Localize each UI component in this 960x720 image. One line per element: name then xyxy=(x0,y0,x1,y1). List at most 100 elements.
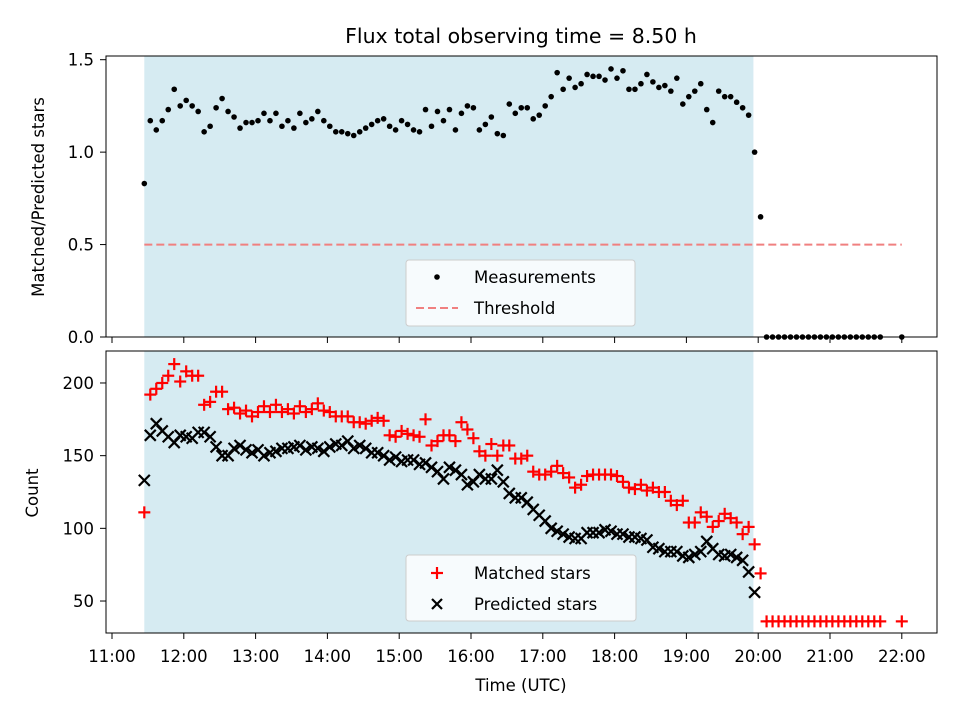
matched-star-point xyxy=(192,369,205,382)
predicted-star-point xyxy=(730,551,743,564)
measurement-point xyxy=(189,103,195,109)
measurement-point xyxy=(644,71,650,78)
measurement-point xyxy=(524,104,531,111)
matched-star-point xyxy=(730,516,743,529)
bottom-legend: Matched stars Predicted stars xyxy=(405,554,637,622)
top-y-tick-label: 1.5 xyxy=(68,51,94,70)
measurement-point xyxy=(464,103,471,109)
predicted-star-point xyxy=(359,442,372,455)
measurement-point xyxy=(626,86,632,93)
measurement-point xyxy=(243,119,249,126)
measurement-point xyxy=(506,101,513,107)
measurement-point xyxy=(590,73,596,80)
x-tick-label: 14:00 xyxy=(304,647,352,666)
measurement-point xyxy=(548,93,554,100)
measurement-point xyxy=(159,117,166,124)
predicted-star-point xyxy=(197,426,211,439)
measurement-point xyxy=(225,108,231,115)
measurement-point xyxy=(703,106,710,113)
bottom-y-axis: 50 100 150 200 xyxy=(63,374,106,611)
measurement-point xyxy=(733,99,740,106)
predicted-star-point xyxy=(419,456,432,470)
legend-threshold-label: Threshold xyxy=(473,299,555,318)
measurement-point xyxy=(428,123,435,130)
bottom-y-tick-label: 200 xyxy=(63,374,95,393)
measurement-point xyxy=(685,93,692,100)
predicted-star-point xyxy=(389,450,402,464)
predicted-star-point xyxy=(269,445,283,458)
measurement-point xyxy=(518,104,525,111)
predicted-star-point xyxy=(209,440,223,454)
measurement-point xyxy=(249,119,255,126)
matched-star-point xyxy=(748,538,761,551)
matched-star-point xyxy=(616,475,629,488)
top-legend-box xyxy=(405,259,636,327)
bottom-plot-frame xyxy=(105,350,938,634)
predicted-star-point xyxy=(144,429,157,442)
matched-star-point xyxy=(138,506,151,519)
matched-star-point xyxy=(216,385,229,398)
measurement-point xyxy=(279,123,285,130)
x-tick-label: 20:00 xyxy=(734,647,782,666)
measurement-point xyxy=(542,103,548,109)
matched-star-point xyxy=(168,358,181,371)
measurement-point xyxy=(554,69,560,76)
legend-measurement-marker xyxy=(434,274,440,280)
predicted-star-point xyxy=(227,442,241,455)
top-y-tick-label: 0.5 xyxy=(68,236,94,255)
measurement-point xyxy=(620,67,626,74)
predicted-star-point xyxy=(550,524,564,538)
measurement-point xyxy=(326,123,333,130)
legend-predicted-label: Predicted stars xyxy=(474,595,597,614)
measurement-point xyxy=(751,149,758,155)
legend-predicted-marker xyxy=(431,598,443,610)
predicted-star-point xyxy=(748,586,761,599)
measurement-point xyxy=(153,127,160,133)
measurement-point xyxy=(602,77,608,83)
measurement-point xyxy=(195,108,201,115)
top-y-axis-label: Matched/Predicted stars xyxy=(29,97,48,297)
measurement-point xyxy=(165,106,172,113)
measurement-point xyxy=(321,117,327,124)
measurement-point xyxy=(512,110,519,117)
measurement-point xyxy=(656,84,662,91)
predicted-star-point xyxy=(449,463,462,477)
predicted-star-point xyxy=(724,548,737,561)
measurement-point xyxy=(650,79,656,85)
measurement-point xyxy=(488,114,495,120)
measurement-point xyxy=(482,121,489,128)
bottom-y-tick-label: 150 xyxy=(63,447,95,466)
measurement-point xyxy=(697,80,704,87)
predicted-star-point xyxy=(491,463,504,477)
matched-star-point xyxy=(228,401,241,414)
x-tick-label: 11:00 xyxy=(88,647,136,666)
predicted-star-point xyxy=(353,439,366,452)
bottom-legend-box xyxy=(405,554,637,622)
measurement-point xyxy=(147,117,154,124)
matched-stars-points xyxy=(138,358,908,628)
predicted-star-point xyxy=(514,491,528,505)
matched-star-point xyxy=(479,449,492,462)
top-y-axis: 0.0 0.5 1.0 1.5 xyxy=(68,51,106,347)
bottom-y-tick-label: 100 xyxy=(63,519,95,538)
matched-star-point xyxy=(156,376,169,389)
predicted-star-point xyxy=(544,522,558,535)
predicted-star-point xyxy=(245,446,259,460)
matched-star-point xyxy=(467,432,480,445)
measurement-point xyxy=(560,86,566,93)
matched-star-point xyxy=(204,395,217,408)
measurement-point xyxy=(207,123,213,130)
legend-matched-label: Matched stars xyxy=(474,564,591,583)
predicted-star-point xyxy=(425,461,438,474)
top-legend: Measurements Threshold xyxy=(405,259,636,327)
predicted-star-point xyxy=(335,439,349,452)
matched-star-point xyxy=(419,413,432,426)
matched-star-point xyxy=(305,403,318,416)
predicted-star-point xyxy=(682,551,696,564)
matched-star-point xyxy=(688,516,701,529)
matched-star-point xyxy=(521,449,534,462)
measurement-point xyxy=(410,127,417,133)
measurement-point xyxy=(273,110,279,117)
measurement-point xyxy=(584,71,590,78)
matched-star-point xyxy=(712,515,725,528)
